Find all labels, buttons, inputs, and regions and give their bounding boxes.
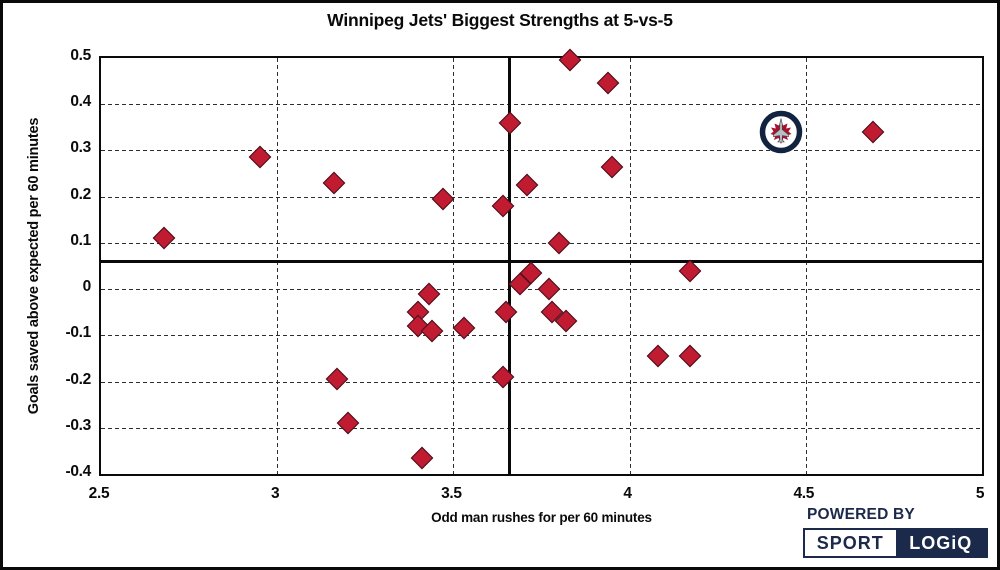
data-point-marker [498,111,522,135]
x-tick-label: 2.5 [88,485,110,502]
y-tick-label: -0.3 [65,416,91,434]
data-point-marker [646,344,670,368]
x-tick-label: 3 [271,485,280,502]
data-point-marker [537,277,560,301]
data-point-marker [516,173,539,197]
reference-line-vertical [508,58,512,474]
y-tick-label: 0.5 [70,47,91,64]
x-tick-label: 5 [975,485,985,502]
y-gridline [101,150,982,152]
data-point-marker [336,411,359,435]
data-point-marker [325,367,349,391]
x-gridline [453,58,455,474]
y-tick-label: 0 [82,278,92,296]
data-point-marker [431,187,455,211]
chart-title: Winnipeg Jets' Biggest Strengths at 5-vs… [327,10,673,30]
x-gridline [277,58,279,474]
data-point-marker [322,171,345,195]
x-gridline [629,58,631,474]
y-tick-label: 0.3 [70,139,91,157]
data-point-marker [861,120,885,144]
y-gridline [101,104,982,106]
sportlogiq-branding: POWERED BY SPORT LOGiQ [803,506,988,558]
data-point-marker [153,226,176,250]
y-tick-label: 0.2 [70,185,91,203]
x-tick-label: 4.5 [793,485,815,502]
y-gridline [101,242,982,244]
data-point-marker [597,72,620,95]
powered-by-label: POWERED BY [807,506,915,523]
y-tick-label: -0.4 [65,463,91,480]
y-gridline [101,427,982,429]
y-gridline [101,335,982,337]
sport-wordmark: SPORT [805,530,896,556]
sportlogiq-logo: SPORT LOGiQ [803,528,988,558]
data-point-marker [600,155,624,178]
y-tick-label: -0.2 [65,370,91,388]
winnipeg-jets-logo-icon [759,110,803,154]
data-point-marker [410,446,433,470]
x-tick-label: 4 [623,485,632,502]
data-point-marker [558,48,582,72]
x-gridline [805,58,807,474]
reference-line-horizontal [101,259,982,263]
data-point-marker [494,300,518,324]
y-gridline [101,381,982,383]
y-tick-label: 0.4 [70,93,91,111]
data-point-marker [417,282,441,306]
x-axis-title: Odd man rushes for per 60 minutes [431,510,652,525]
plot-area [99,48,984,476]
y-gridline [101,196,982,198]
x-tick-label: 3.5 [441,485,462,502]
data-point-marker [678,344,701,368]
logiq-wordmark: LOGiQ [895,530,986,556]
data-point-marker [547,231,571,255]
y-tick-label: 0.1 [70,231,91,249]
y-tick-label: -0.1 [65,324,91,342]
